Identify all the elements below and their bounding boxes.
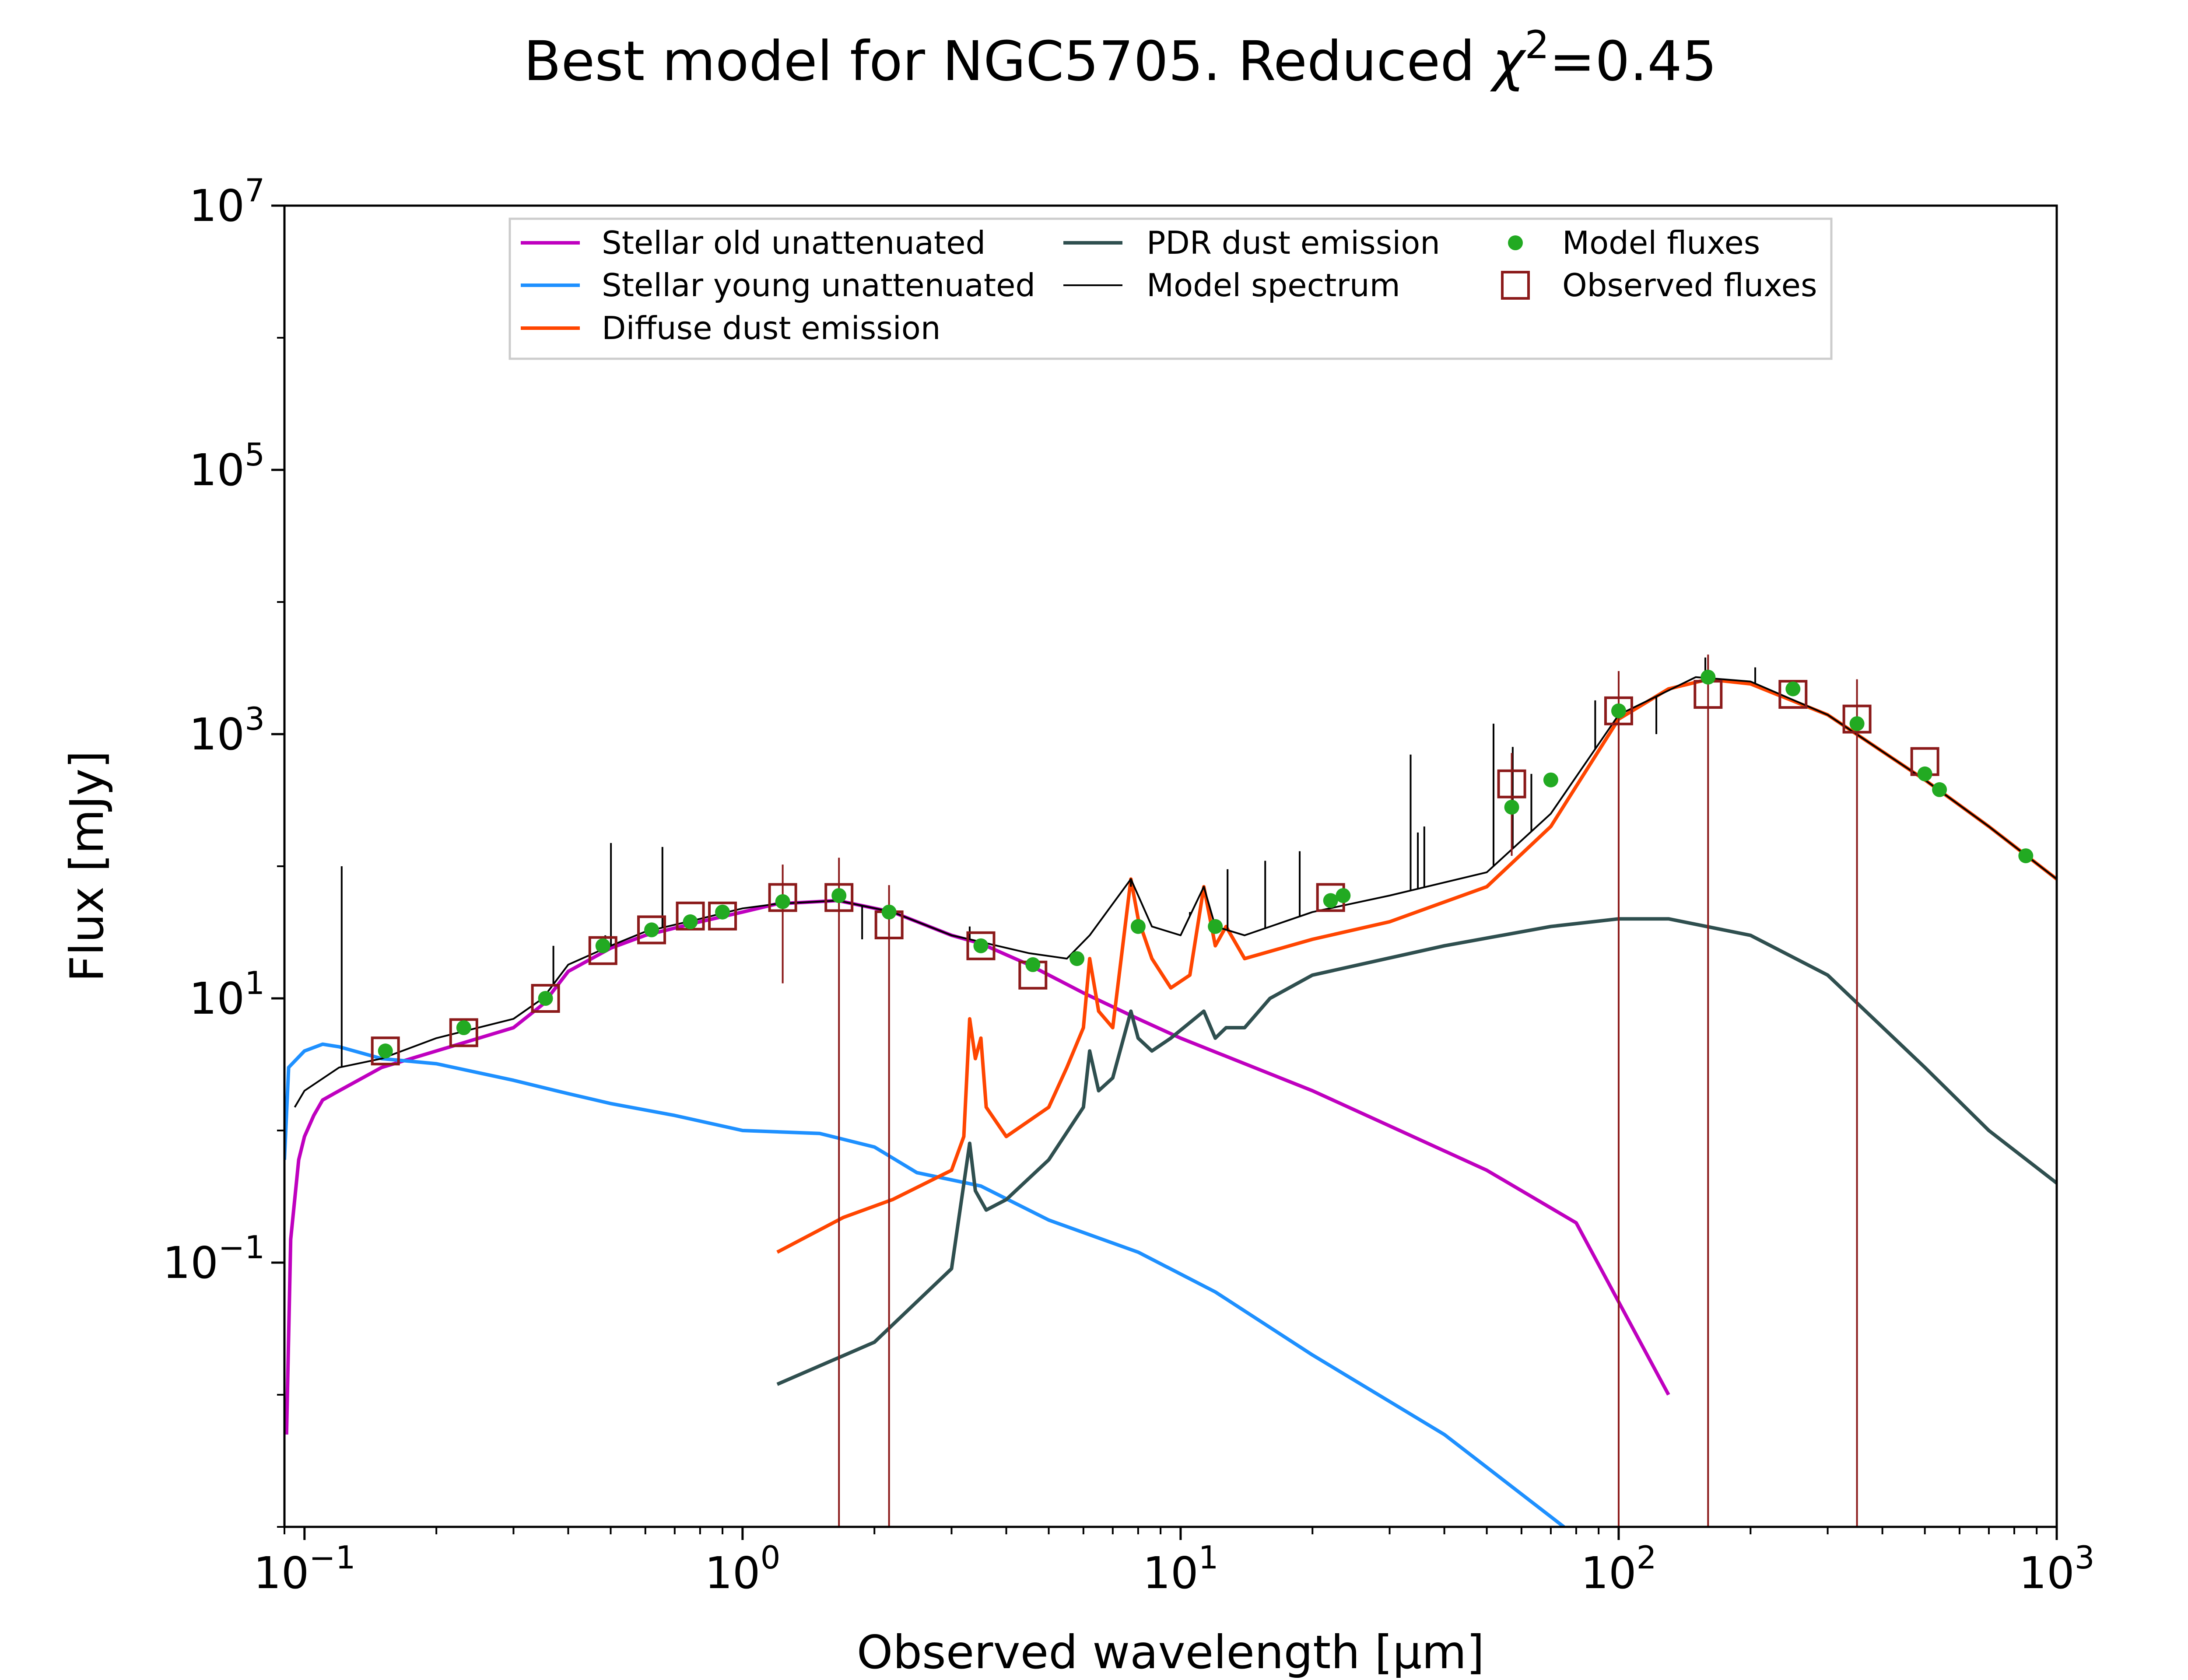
model-flux-point bbox=[1504, 799, 1519, 815]
model-flux-point bbox=[1323, 893, 1338, 908]
model-flux-point bbox=[1917, 766, 1932, 781]
observed-flux-marker bbox=[1842, 704, 1872, 734]
model-flux-point bbox=[715, 904, 730, 920]
model-flux-point bbox=[456, 1020, 471, 1035]
model-flux-point bbox=[973, 938, 989, 953]
observed-flux-marker bbox=[708, 901, 737, 931]
model-flux-point bbox=[595, 938, 610, 953]
model-flux-point bbox=[831, 888, 847, 903]
y-tick-label: 101 bbox=[189, 965, 265, 1024]
legend-box bbox=[508, 217, 1833, 360]
legend-label-pdr-dust-emission: PDR dust emission bbox=[1147, 224, 1440, 261]
model-flux-point bbox=[1130, 919, 1146, 934]
model-flux-point bbox=[378, 1043, 393, 1059]
x-tick-label: 101 bbox=[1143, 1539, 1218, 1599]
axis-ticks: 10−1 100 101 102 103 10−1 101 103 105 107 bbox=[163, 172, 2095, 1599]
observed-flux-marker bbox=[1497, 769, 1526, 798]
series-line-stellar-young-unattenuated bbox=[284, 1042, 1565, 1527]
model-flux-point bbox=[1932, 782, 1947, 797]
model-flux-point bbox=[644, 922, 659, 938]
y-tick-label: 103 bbox=[189, 700, 265, 760]
y-axis-label: Flux [mJy] bbox=[60, 751, 114, 982]
x-tick-label: 103 bbox=[2019, 1539, 2094, 1599]
model-flux-point bbox=[1785, 681, 1801, 696]
observed-flux-marker bbox=[1778, 680, 1808, 709]
observed-flux-marker bbox=[966, 931, 996, 960]
legend-handle-observed-fluxes bbox=[1501, 271, 1530, 300]
x-axis-label: Observed wavelength [μm] bbox=[857, 1626, 1485, 1679]
model-flux-point bbox=[1701, 669, 1716, 685]
observed-flux-marker bbox=[1604, 696, 1633, 725]
observed-flux-marker bbox=[449, 1018, 478, 1047]
model-flux-point bbox=[1336, 888, 1351, 903]
y-tick-label: 105 bbox=[189, 436, 265, 496]
model-flux-point bbox=[881, 904, 897, 920]
model-flux-point bbox=[1025, 957, 1041, 972]
plot-area bbox=[284, 654, 2057, 1527]
x-tick-label: 10−1 bbox=[253, 1539, 355, 1599]
legend-label-stellar-young-unattenuated: Stellar young unattenuated bbox=[602, 267, 1035, 304]
legend-handle-model-fluxes bbox=[1508, 235, 1523, 250]
chart-title: Best model for NGC5705. Reduced χ2=0.45 bbox=[524, 22, 1717, 93]
model-flux-point bbox=[775, 894, 790, 909]
model-flux-point bbox=[1543, 772, 1558, 788]
model-flux-point bbox=[2018, 848, 2034, 864]
model-flux-point bbox=[1611, 703, 1626, 718]
plot-frame bbox=[283, 204, 2058, 1528]
model-flux-point bbox=[1208, 919, 1223, 934]
legend-label-observed-fluxes: Observed fluxes bbox=[1562, 267, 1817, 304]
series-line-stellar-old-unattenuated bbox=[284, 899, 1670, 1435]
x-tick-label: 100 bbox=[705, 1539, 780, 1599]
observed-flux-marker bbox=[824, 883, 854, 912]
observed-flux-marker bbox=[531, 984, 560, 1013]
x-tick-label: 102 bbox=[1581, 1539, 1656, 1599]
observed-flux-marker bbox=[637, 915, 666, 945]
legend-label-diffuse-dust-emission: Diffuse dust emission bbox=[602, 310, 941, 346]
legend-label-model-spectrum: Model spectrum bbox=[1147, 267, 1400, 304]
model-flux-point bbox=[1849, 716, 1865, 732]
series-line-diffuse-dust-emission bbox=[776, 677, 2057, 1254]
model-flux-point bbox=[538, 991, 553, 1006]
y-tick-label: 107 bbox=[189, 172, 265, 231]
y-tick-label: 10−1 bbox=[163, 1229, 265, 1288]
observed-flux-marker bbox=[588, 936, 617, 965]
model-flux-point bbox=[683, 914, 698, 929]
observed-flux-marker bbox=[371, 1036, 400, 1066]
legend-label-model-fluxes: Model fluxes bbox=[1562, 224, 1760, 261]
legend: Stellar old unattenuated Stellar young un… bbox=[508, 217, 1833, 360]
model-flux-point bbox=[1069, 951, 1085, 966]
legend-label-stellar-old-unattenuated: Stellar old unattenuated bbox=[602, 224, 985, 261]
series-line-pdr-dust-emission bbox=[776, 917, 2057, 1386]
observed-flux-marker bbox=[768, 883, 797, 912]
